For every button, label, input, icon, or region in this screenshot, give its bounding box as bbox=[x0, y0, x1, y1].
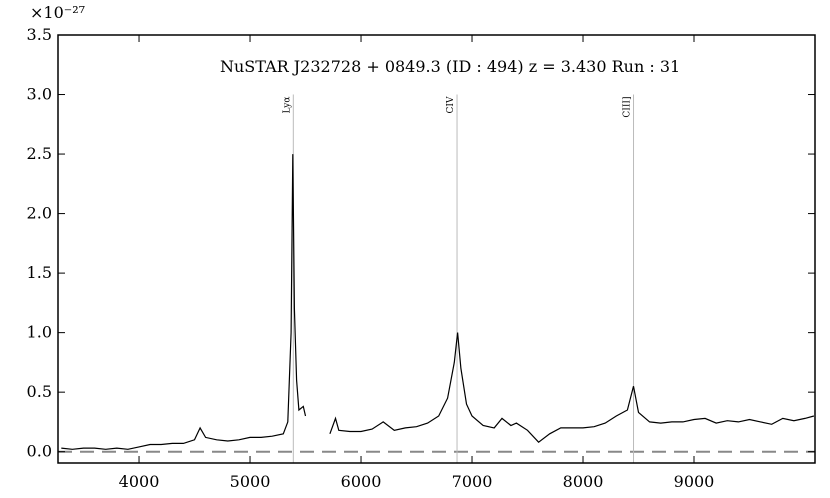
y-tick-label: 0.5 bbox=[27, 382, 52, 401]
x-tick-label: 6000 bbox=[341, 472, 382, 491]
x-tick-label: 7000 bbox=[452, 472, 493, 491]
y-tick-label: 0.0 bbox=[27, 442, 52, 461]
emission-label: CIV bbox=[446, 96, 456, 113]
x-tick-label: 5000 bbox=[230, 472, 271, 491]
chart-title: NuSTAR J232728 + 0849.3 (ID : 494) z = 3… bbox=[220, 57, 680, 76]
y-tick-label: 2.0 bbox=[27, 204, 52, 223]
y-tick-label: 2.5 bbox=[27, 144, 52, 163]
x-tick-label: 9000 bbox=[674, 472, 715, 491]
emission-label: CIII] bbox=[623, 97, 633, 118]
y-tick-label: 1.0 bbox=[27, 323, 52, 342]
y-tick-label: 1.5 bbox=[27, 263, 52, 282]
x-tick-label: 4000 bbox=[119, 472, 160, 491]
plot-frame bbox=[57, 34, 816, 464]
emission-label: Lyα bbox=[282, 97, 292, 114]
spectrum-line bbox=[61, 154, 815, 450]
y-tick-label: 3.5 bbox=[27, 25, 52, 44]
x-tick-label: 8000 bbox=[563, 472, 604, 491]
y-tick-label: 3.0 bbox=[27, 85, 52, 104]
y-multiplier: ×10⁻²⁷ bbox=[30, 3, 85, 22]
